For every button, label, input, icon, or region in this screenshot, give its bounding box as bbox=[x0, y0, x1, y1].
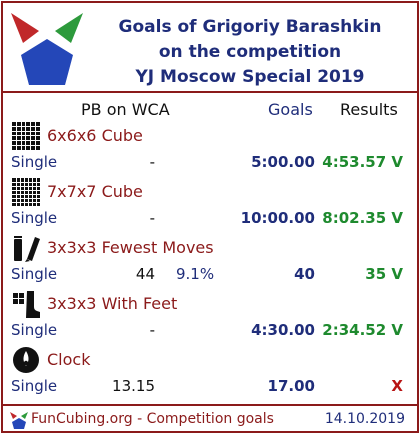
pb-value: - bbox=[149, 209, 155, 227]
funcubing-logo bbox=[11, 13, 83, 85]
event-6x6x6: 6x6x6 Cube bbox=[9, 121, 409, 153]
result-row: Single - 4:30.00 2:34.52 V bbox=[3, 321, 417, 343]
event-name: 3x3x3 Fewest Moves bbox=[47, 238, 214, 257]
7x7-cube-icon bbox=[12, 178, 40, 206]
title-line-2: on the competition bbox=[158, 42, 342, 62]
title-line-3: YJ Moscow Special 2019 bbox=[135, 67, 365, 87]
event-fewest-moves: 3x3x3 Fewest Moves bbox=[9, 233, 409, 265]
footer-link[interactable]: FunCubing.org - Competition goals bbox=[31, 411, 274, 427]
pb-value: 13.15 bbox=[112, 377, 155, 395]
6x6-cube-icon bbox=[12, 122, 40, 150]
result-type: Single bbox=[11, 209, 58, 227]
result-type: Single bbox=[11, 153, 58, 171]
with-feet-icon bbox=[13, 291, 40, 318]
goal-value: 5:00.00 bbox=[251, 153, 315, 171]
result-value: 2:34.52 V bbox=[322, 321, 403, 339]
goal-value: 17.00 bbox=[267, 377, 315, 395]
goal-value: 40 bbox=[294, 265, 315, 283]
event-7x7x7: 7x7x7 Cube bbox=[9, 177, 409, 209]
event-name: Clock bbox=[47, 350, 91, 369]
title-line-1: Goals of Grigoriy Barashkin bbox=[118, 17, 382, 37]
pb-value: - bbox=[149, 321, 155, 339]
result-row: Single 13.15 17.00 X bbox=[3, 377, 417, 399]
fewest-moves-icon bbox=[14, 236, 40, 262]
funcubing-small-logo-icon bbox=[10, 412, 28, 429]
result-type: Single bbox=[11, 377, 58, 395]
event-name: 7x7x7 Cube bbox=[47, 182, 143, 201]
column-header-goals: Goals bbox=[268, 100, 313, 119]
result-row: Single - 10:00.00 8:02.35 V bbox=[3, 209, 417, 231]
pb-percent: 9.1% bbox=[176, 265, 215, 283]
result-value: 35 V bbox=[365, 265, 403, 283]
result-row: Single 44 9.1% 40 35 V bbox=[3, 265, 417, 287]
event-with-feet: 3x3x3 With Feet bbox=[9, 289, 409, 321]
result-value: 8:02.35 V bbox=[322, 209, 403, 227]
result-row: Single - 5:00.00 4:53.57 V bbox=[3, 153, 417, 175]
footer: FunCubing.org - Competition goals 14.10.… bbox=[3, 407, 417, 433]
result-value: X bbox=[391, 377, 403, 395]
result-type: Single bbox=[11, 265, 58, 283]
footer-date: 14.10.2019 bbox=[324, 411, 405, 427]
header-divider bbox=[3, 91, 417, 93]
result-value: 4:53.57 V bbox=[322, 153, 403, 171]
column-header-pb: PB on WCA bbox=[81, 100, 170, 119]
event-clock: Clock bbox=[9, 345, 409, 377]
clock-icon bbox=[13, 347, 39, 373]
column-header-results: Results bbox=[340, 100, 398, 119]
event-name: 6x6x6 Cube bbox=[47, 126, 143, 145]
goal-value: 4:30.00 bbox=[251, 321, 315, 339]
goal-value: 10:00.00 bbox=[240, 209, 315, 227]
pb-value: 44 bbox=[135, 265, 155, 283]
event-name: 3x3x3 With Feet bbox=[47, 294, 178, 313]
footer-divider bbox=[3, 404, 417, 406]
pb-value: - bbox=[149, 153, 155, 171]
result-type: Single bbox=[11, 321, 58, 339]
page-title: Goals of Grigoriy Barashkin on the compe… bbox=[95, 15, 405, 90]
